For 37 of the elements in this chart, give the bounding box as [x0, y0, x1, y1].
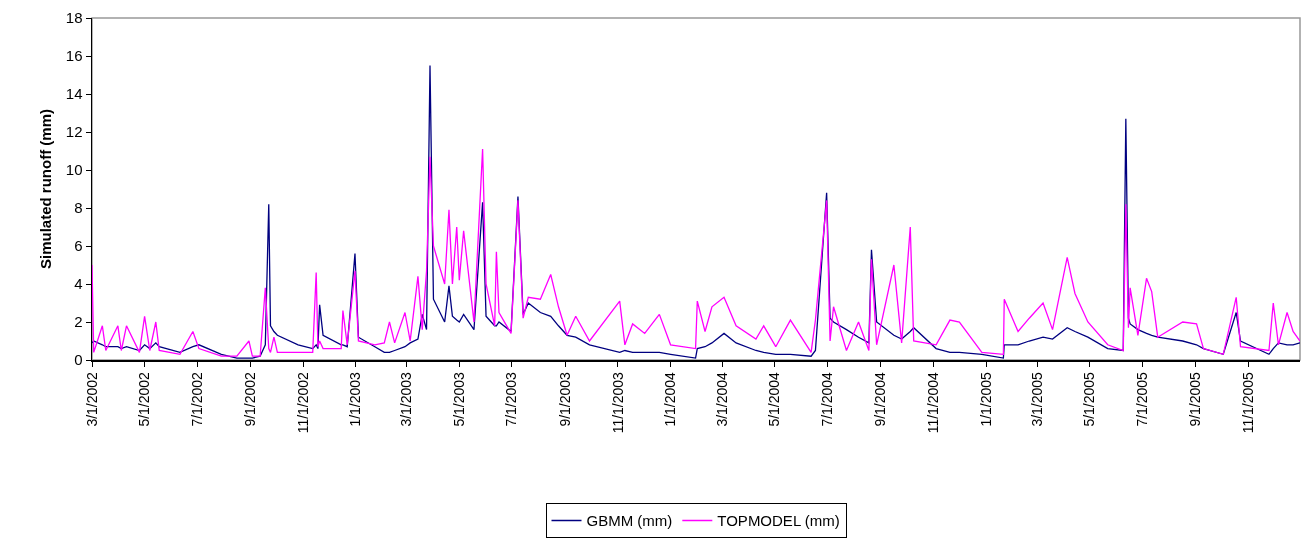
x-tick-label: 11/1/2004: [925, 371, 942, 434]
x-tick-label: 9/1/2005: [1187, 371, 1204, 427]
x-tick-label: 5/1/2005: [1081, 371, 1098, 427]
y-tick-label: 0: [74, 351, 83, 369]
x-tick-label: 7/1/2002: [188, 371, 205, 427]
x-tick-label: 1/1/2003: [347, 371, 364, 427]
x-tick-label: 1/1/2004: [662, 371, 679, 427]
y-tick-label: 12: [65, 123, 83, 141]
y-tick-label: 16: [65, 47, 83, 65]
y-tick-label: 14: [65, 85, 83, 103]
x-tick-label: 3/1/2002: [83, 371, 100, 427]
y-tick-label: 8: [74, 199, 83, 217]
x-tick-label: 3/1/2005: [1028, 371, 1045, 427]
line-series: [92, 148, 1300, 357]
y-axis-title: Simulated runoff (mm): [37, 109, 55, 269]
x-tick-label: 7/1/2003: [503, 371, 520, 427]
x-tick-label: 5/1/2002: [136, 371, 153, 427]
x-tick-label: 9/1/2003: [556, 371, 573, 427]
y-tick-label: 2: [74, 313, 83, 331]
x-tick-label: 11/1/2002: [294, 371, 311, 434]
x-tick-label: 7/1/2005: [1133, 371, 1150, 427]
legend-label: TOPMODEL (mm): [717, 512, 840, 530]
y-tick-label: 4: [74, 275, 83, 293]
x-tick-label: 3/1/2004: [713, 371, 730, 427]
x-tick-label: 5/1/2004: [766, 371, 783, 427]
x-tick-label: 11/1/2003: [609, 371, 626, 434]
x-tick-label: 1/1/2005: [977, 371, 994, 427]
x-tick-label: 7/1/2004: [819, 371, 836, 427]
x-tick-label: 3/1/2003: [398, 371, 415, 427]
y-tick-label: 10: [65, 161, 83, 179]
y-tick-label: 6: [74, 237, 83, 255]
x-tick-label: 9/1/2002: [242, 371, 259, 427]
x-tick-label: 5/1/2003: [450, 371, 467, 427]
x-tick-label: 9/1/2004: [872, 371, 889, 427]
y-tick-label: 18: [65, 9, 83, 27]
x-tick-label: 11/1/2005: [1239, 371, 1256, 434]
legend-label: GBMM (mm): [586, 512, 673, 530]
